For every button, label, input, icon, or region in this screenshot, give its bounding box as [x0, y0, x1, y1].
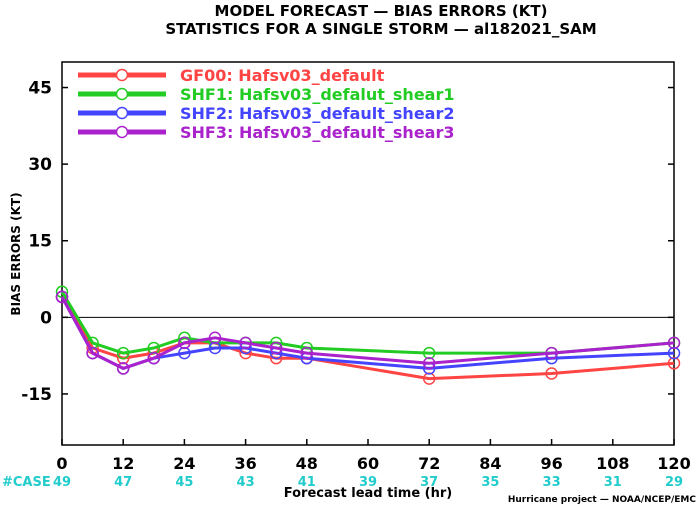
series-group [55, 285, 681, 385]
case-count: 41 [298, 475, 316, 490]
y-tick-label: 0 [40, 308, 52, 328]
x-axis: 0 12 24 36 48 60 72 84 96 108 120 [56, 439, 691, 473]
data-point [239, 336, 252, 350]
legend-label: GF00: Hafsv03_default [180, 66, 385, 85]
case-count: 37 [420, 475, 438, 490]
data-point [545, 367, 558, 380]
case-count: 35 [481, 475, 499, 490]
x-tick-label: 60 [357, 454, 379, 473]
data-point [178, 346, 191, 360]
data-point [269, 341, 283, 355]
data-point [422, 357, 436, 370]
data-point [116, 362, 130, 375]
y-axis-label: BIAS ERRORS (KT) [9, 192, 23, 315]
data-point [667, 357, 681, 370]
x-tick-label: 0 [56, 454, 67, 473]
y-tick-label: -15 [21, 385, 52, 405]
x-tick-label: 12 [112, 454, 134, 473]
legend-marker [115, 87, 129, 101]
case-label: #CASE [2, 475, 51, 490]
x-tick-label: 108 [596, 454, 629, 473]
legend-label: SHF3: Hafsv03_default_shear3 [180, 123, 454, 142]
y-tick-label: 15 [28, 232, 52, 252]
x-tick-label: 72 [418, 454, 440, 473]
x-tick-label: 84 [479, 454, 501, 473]
data-point [667, 336, 681, 350]
y-tick-label: 30 [28, 155, 52, 175]
x-tick-label: 48 [296, 454, 318, 473]
series-line [60, 291, 675, 355]
legend-item: SHF1: Hafsv03_defalut_shear1 [78, 85, 454, 104]
chart-subtitle: STATISTICS FOR A SINGLE STORM — al182021… [165, 20, 596, 38]
data-point [147, 351, 161, 365]
series-1 [55, 290, 681, 385]
data-point [422, 372, 436, 385]
case-count: 31 [604, 475, 622, 490]
x-axis-label: Forecast lead time (hr) [284, 486, 452, 501]
data-point [55, 290, 69, 304]
legend-item: SHF3: Hafsv03_default_shear3 [78, 123, 454, 142]
case-count: 33 [543, 475, 561, 490]
data-point [545, 346, 558, 360]
case-count: 39 [359, 475, 377, 490]
series-2 [55, 285, 681, 360]
legend-marker [115, 106, 129, 120]
y-tick-label: 45 [28, 79, 52, 99]
legend-marker [115, 68, 129, 82]
legend-item: SHF2: Hafsv03_default_shear2 [78, 104, 454, 123]
credit-text: Hurricane project — NOAA/NCEP/EMC [508, 495, 697, 505]
data-point [116, 346, 130, 360]
data-point [667, 346, 681, 360]
case-count: 43 [237, 475, 255, 490]
legend-item: GF00: Hafsv03_default [78, 66, 385, 85]
x-tick-label: 120 [657, 454, 690, 473]
data-point [147, 341, 161, 355]
case-count: 29 [665, 475, 683, 490]
legend-label: SHF2: Hafsv03_default_shear2 [180, 104, 454, 123]
data-point [86, 346, 99, 360]
x-tick-label: 36 [234, 454, 256, 473]
data-point [178, 336, 191, 350]
series-line [60, 296, 675, 381]
data-point [208, 341, 222, 355]
legend-label: SHF1: Hafsv03_defalut_shear1 [180, 85, 454, 104]
data-point [422, 346, 436, 360]
legend-marker [115, 125, 129, 139]
case-count: 49 [53, 475, 71, 490]
series-4 [55, 290, 681, 375]
case-count-row: #CASE 49 47 45 43 41 39 37 35 33 31 29 [2, 475, 683, 490]
case-count: 45 [175, 475, 193, 490]
data-point [300, 346, 314, 360]
x-tick-label: 96 [540, 454, 562, 473]
case-count: 47 [114, 475, 132, 490]
chart-title: MODEL FORECAST — BIAS ERRORS (KT) [215, 2, 548, 20]
data-point [208, 331, 222, 345]
x-tick-label: 24 [173, 454, 195, 473]
